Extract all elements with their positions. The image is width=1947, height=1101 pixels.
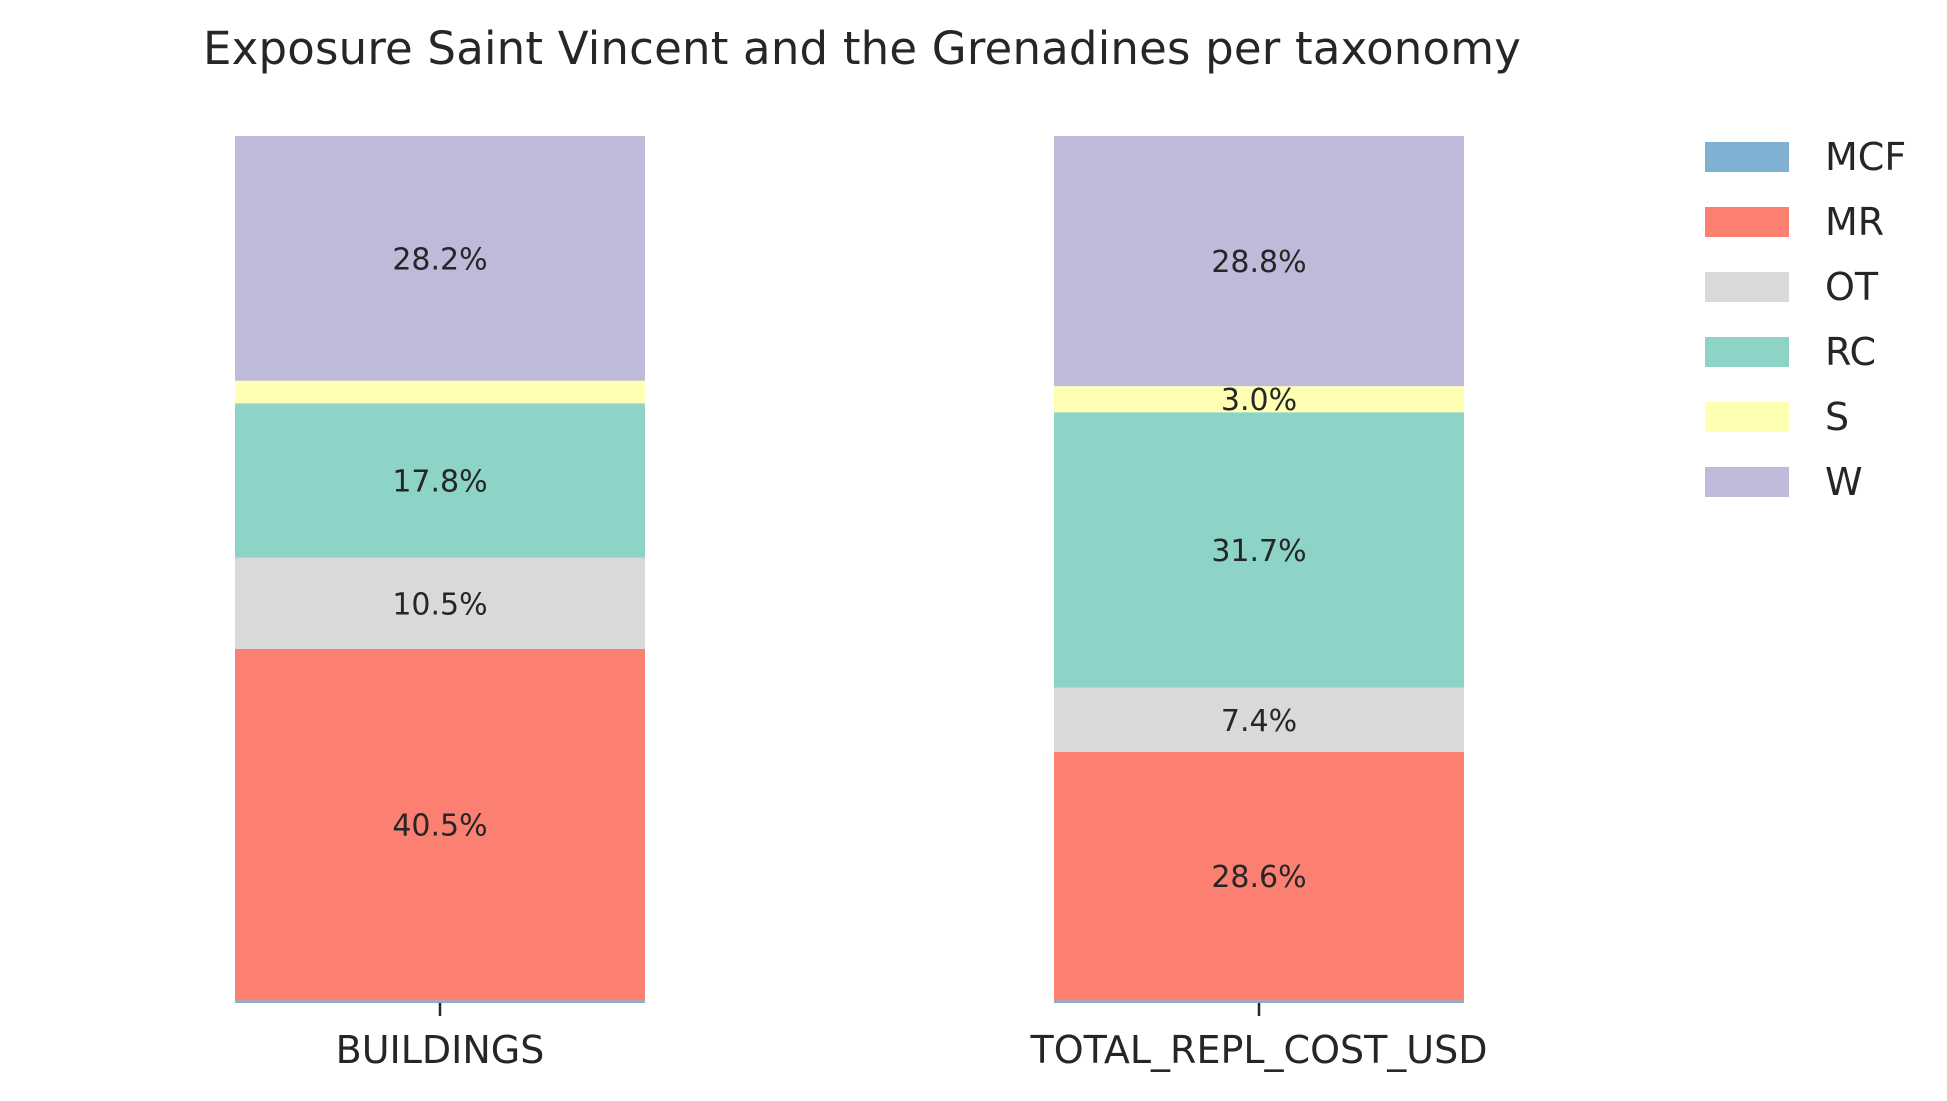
legend-label-rc: RC — [1825, 329, 1877, 374]
bar-segment-rc-buildings — [235, 403, 645, 558]
data-label-rc-total_repl_cost_usd: 31.7% — [1211, 534, 1306, 569]
data-label-w-buildings: 28.2% — [392, 242, 487, 277]
bar-segment-w-total_repl_cost_usd — [1054, 136, 1464, 387]
bar-segment-ot-total_repl_cost_usd — [1054, 687, 1464, 752]
legend-item-mcf: MCF — [1705, 124, 1906, 189]
legend-label-mr: MR — [1825, 199, 1885, 244]
x-tick-label-total_repl_cost_usd: TOTAL_REPL_COST_USD — [1029, 1028, 1487, 1072]
x-tick-label-buildings: BUILDINGS — [336, 1028, 545, 1072]
legend-swatch-w — [1705, 466, 1789, 497]
legend-label-s: S — [1825, 394, 1850, 439]
bar-segment-s-total_repl_cost_usd — [1054, 386, 1464, 413]
legend-swatch-ot — [1705, 271, 1789, 302]
data-label-rc-buildings: 17.8% — [392, 465, 487, 500]
data-label-mr-buildings: 40.5% — [392, 809, 487, 844]
bar-segment-mcf-total_repl_cost_usd — [1054, 1000, 1464, 1003]
legend-item-s: S — [1705, 384, 1906, 449]
data-label-ot-buildings: 10.5% — [392, 587, 487, 622]
bar-segment-ot-buildings — [235, 557, 645, 649]
legend-label-mcf: MCF — [1825, 134, 1907, 179]
bar-segment-rc-total_repl_cost_usd — [1054, 412, 1464, 688]
bar-segment-s-buildings — [235, 380, 645, 404]
data-label-mr-total_repl_cost_usd: 28.6% — [1211, 860, 1306, 895]
legend-item-rc: RC — [1705, 319, 1906, 384]
legend-swatch-s — [1705, 401, 1789, 432]
chart-legend: MCF MR OT RC S W — [1705, 124, 1906, 514]
legend-label-w: W — [1825, 459, 1863, 504]
legend-swatch-mcf — [1705, 141, 1789, 172]
chart-title: Exposure Saint Vincent and the Grenadine… — [203, 22, 1522, 75]
bar-segment-w-buildings — [235, 136, 645, 381]
bar-segment-mcf-buildings — [235, 1000, 645, 1003]
legend-item-w: W — [1705, 449, 1906, 514]
data-label-s-total_repl_cost_usd: 3.0% — [1221, 383, 1297, 418]
data-label-w-total_repl_cost_usd: 28.8% — [1211, 245, 1306, 280]
legend-swatch-rc — [1705, 336, 1789, 367]
legend-label-ot: OT — [1825, 264, 1879, 309]
legend-item-mr: MR — [1705, 189, 1906, 254]
legend-item-ot: OT — [1705, 254, 1906, 319]
bar-segment-mr-total_repl_cost_usd — [1054, 751, 1464, 1001]
bar-segment-mr-buildings — [235, 648, 645, 1001]
legend-swatch-mr — [1705, 206, 1789, 237]
data-label-ot-total_repl_cost_usd: 7.4% — [1221, 704, 1297, 739]
